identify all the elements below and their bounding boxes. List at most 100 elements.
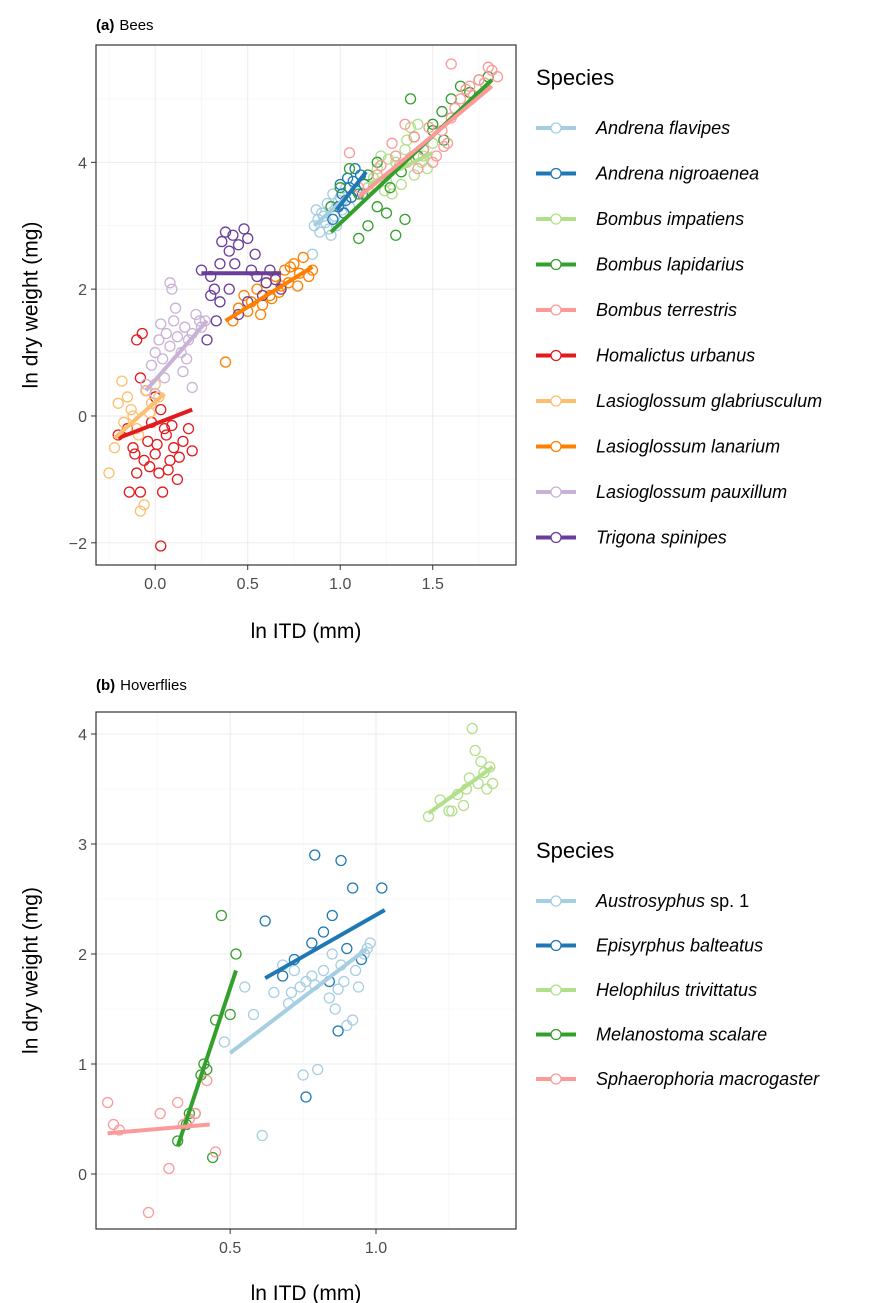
data-point bbox=[223, 245, 235, 257]
data-point bbox=[186, 445, 198, 457]
data-point bbox=[487, 777, 499, 790]
data-point bbox=[164, 277, 176, 289]
data-point bbox=[142, 435, 154, 447]
series-lasioglossum-pauxillum-points bbox=[140, 277, 211, 400]
data-point bbox=[182, 423, 195, 435]
legend-label: Lasioglossum pauxillum bbox=[596, 482, 787, 502]
data-point bbox=[160, 327, 172, 340]
data-point bbox=[423, 121, 435, 134]
data-point bbox=[314, 226, 326, 238]
data-point bbox=[466, 722, 478, 735]
data-point bbox=[404, 93, 417, 105]
data-point bbox=[102, 1096, 114, 1109]
data-point bbox=[347, 1014, 359, 1026]
panel-title: (a) Bees bbox=[96, 17, 154, 34]
legend-item-lasioglossum-pauxillum: Lasioglossum pauxillum bbox=[536, 482, 787, 502]
x-axis: 0.0 0.5 1.0 1.5 bbox=[144, 565, 444, 593]
data-point bbox=[317, 926, 330, 938]
y-axis: 0 1 2 3 4 bbox=[78, 727, 96, 1184]
legend-label: Austrosyphus sp. 1 bbox=[595, 891, 749, 911]
y-tick-label: −2 bbox=[69, 536, 87, 553]
series-bombus-terrestris-points bbox=[343, 58, 504, 194]
data-point bbox=[208, 283, 221, 295]
series-fits bbox=[113, 78, 494, 441]
data-point bbox=[224, 1008, 236, 1021]
data-point bbox=[166, 283, 178, 295]
legend-key-point bbox=[550, 349, 562, 362]
legend-item-andrena-nigroaenea: Andrena nigroaenea bbox=[536, 164, 759, 184]
legend-label: Bombus impatiens bbox=[596, 209, 744, 229]
legend-species-name: Lasioglossum glabriusculum bbox=[596, 391, 822, 411]
legend-label: Andrena nigroaenea bbox=[595, 164, 759, 184]
data-point bbox=[214, 258, 226, 270]
data-point bbox=[238, 223, 250, 235]
data-point bbox=[121, 391, 134, 403]
x-tick-label: 1.5 bbox=[422, 576, 444, 593]
data-point bbox=[395, 178, 407, 191]
series-lasioglossum-lanarium-points bbox=[219, 251, 319, 368]
fit-line-sphaerophoria-macrogaster bbox=[107, 1122, 210, 1136]
data-point bbox=[380, 207, 393, 219]
data-point bbox=[177, 435, 189, 447]
data-point bbox=[376, 882, 388, 894]
legend-species-name: Andrena flavipes bbox=[595, 118, 730, 138]
data-point bbox=[162, 464, 174, 476]
data-point bbox=[362, 220, 374, 232]
fit-line-austrosyphus bbox=[228, 946, 369, 1055]
data-point bbox=[215, 909, 228, 922]
x-tick-label: 0.5 bbox=[237, 576, 259, 593]
data-point bbox=[469, 744, 481, 757]
data-point bbox=[338, 975, 350, 988]
data-point bbox=[160, 429, 172, 441]
fit-line-episyrphus-balteatus bbox=[264, 908, 386, 980]
data-point bbox=[308, 220, 320, 232]
data-point bbox=[297, 251, 309, 264]
data-point bbox=[190, 308, 202, 321]
data-point bbox=[317, 964, 330, 977]
data-point bbox=[371, 163, 383, 175]
data-point bbox=[134, 372, 147, 384]
legend-label: Trigona spinipes bbox=[596, 528, 727, 548]
legend-species-name: Andrena nigroaenea bbox=[595, 164, 759, 184]
data-point bbox=[386, 188, 398, 200]
data-point bbox=[209, 1146, 222, 1158]
panel-name: Hoverflies bbox=[120, 677, 187, 694]
data-point bbox=[321, 197, 333, 210]
data-point bbox=[427, 156, 439, 168]
y-tick-label: 0 bbox=[78, 409, 87, 426]
data-point bbox=[436, 105, 448, 118]
y-tick-label: 0 bbox=[78, 1167, 87, 1184]
data-point bbox=[329, 1003, 341, 1015]
data-point bbox=[341, 942, 353, 955]
data-point bbox=[168, 315, 180, 327]
legend-species-name: Lasioglossum pauxillum bbox=[596, 482, 787, 502]
legend-title: Species bbox=[536, 838, 614, 863]
series-episyrphus-balteatus-points bbox=[259, 849, 388, 1103]
panel-name: Bees bbox=[119, 17, 153, 34]
data-point bbox=[214, 296, 226, 308]
data-point bbox=[149, 388, 161, 400]
y-tick-label: 3 bbox=[78, 837, 87, 854]
legend: Species Andrena flavipes Andrena nigroaen… bbox=[536, 65, 822, 548]
data-point bbox=[327, 188, 339, 200]
data-point bbox=[275, 280, 287, 292]
data-point bbox=[375, 159, 387, 172]
legend-key-point bbox=[550, 984, 562, 996]
data-point bbox=[330, 220, 343, 232]
fit-line-bombus-terrestris bbox=[357, 84, 494, 199]
data-point bbox=[173, 451, 185, 463]
fit-line-bombus-lapidarius bbox=[329, 78, 494, 234]
data-point bbox=[177, 365, 189, 378]
data-point bbox=[288, 258, 300, 270]
data-point bbox=[445, 58, 457, 70]
data-point bbox=[327, 213, 339, 226]
data-point bbox=[218, 1036, 230, 1048]
legend-label: Lasioglossum glabriusculum bbox=[596, 391, 822, 411]
data-point bbox=[205, 289, 217, 302]
legend-key-point bbox=[550, 258, 562, 271]
grid bbox=[96, 45, 516, 565]
legend-species-suffix: sp. 1 bbox=[705, 891, 749, 911]
data-point bbox=[131, 334, 143, 346]
data-point bbox=[255, 308, 267, 321]
legend-key-point bbox=[550, 1073, 562, 1085]
